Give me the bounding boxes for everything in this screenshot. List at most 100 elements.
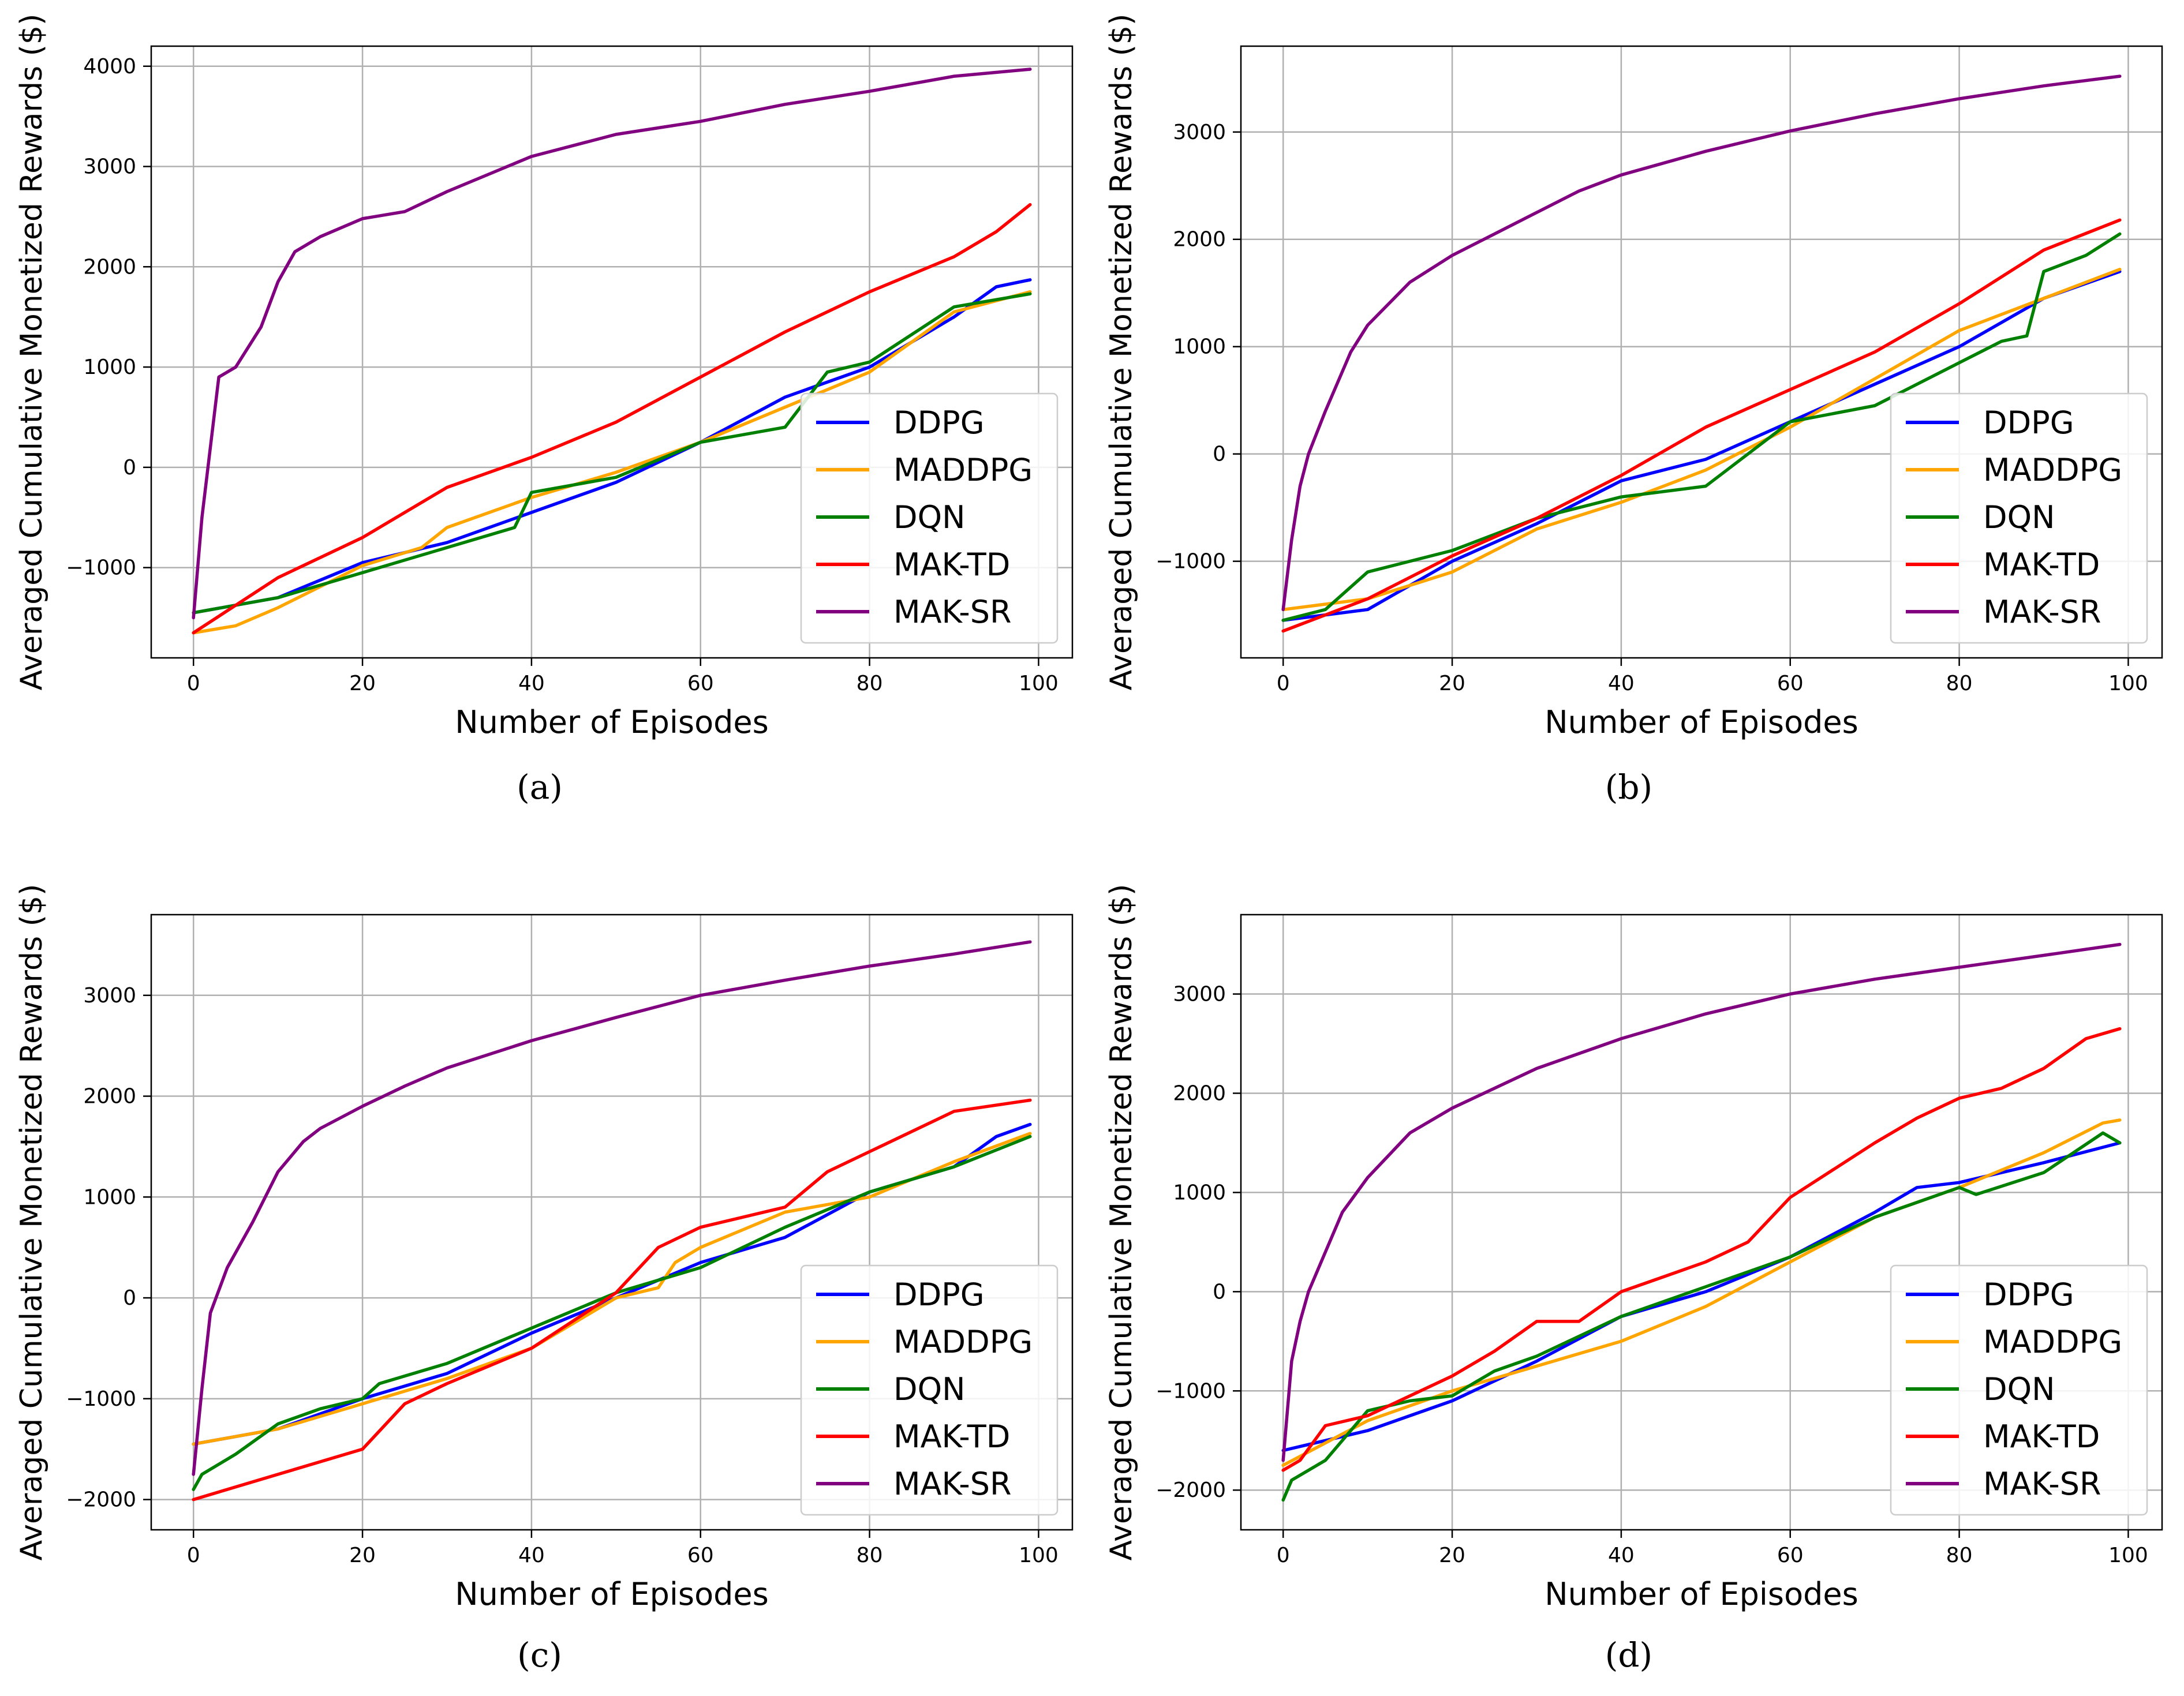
y-tick-label: 1000 <box>1173 1181 1226 1204</box>
legend-label-mak-sr: MAK-SR <box>893 1466 1012 1502</box>
series-line-maddpg <box>192 1132 1032 1446</box>
x-tick-label: 20 <box>349 1544 376 1567</box>
series-line-dqn <box>192 1135 1032 1491</box>
x-tick-label: 100 <box>2108 672 2148 695</box>
series-line-maddpg <box>192 290 1032 635</box>
series-line-ddpg <box>192 278 1032 615</box>
y-axis-label: Averaged Cumulative Monetized Rewards ($… <box>14 14 49 691</box>
x-axis-label: Number of Episodes <box>455 1576 769 1612</box>
legend-label-mak-td: MAK-TD <box>1983 546 2100 583</box>
chart-panel-b: 0 20 40 60 80 100 −1000 0 1000 2000 3000 Number of … <box>1104 14 2163 807</box>
legend-box <box>1890 1264 2148 1516</box>
series-line-mak-td <box>192 203 1032 635</box>
y-tick-label: 0 <box>1213 1280 1226 1304</box>
legend-label-dqn: DQN <box>1983 1371 2055 1407</box>
x-axis-label: Number of Episodes <box>1544 704 1858 740</box>
legend-box <box>800 1264 1059 1516</box>
x-tick-label: 0 <box>1277 672 1290 695</box>
panel-caption-d: (d) <box>1605 1635 1652 1675</box>
y-axis-label: Averaged Cumulative Monetized Rewards ($… <box>1104 14 1139 691</box>
series-line-mak-sr <box>192 68 1032 620</box>
panel-caption-b: (b) <box>1605 767 1652 807</box>
y-tick-label: −2000 <box>66 1488 136 1512</box>
y-tick-label: −1000 <box>66 556 136 580</box>
legend-label-mak-td: MAK-TD <box>893 546 1010 583</box>
legend-label-maddpg: MADDPG <box>1983 1324 2122 1360</box>
x-tick-label: 60 <box>1777 672 1804 695</box>
y-axis-label: Averaged Cumulative Monetized Rewards ($… <box>1104 884 1139 1561</box>
x-tick-label: 60 <box>1777 1544 1804 1567</box>
x-tick-label: 20 <box>1439 672 1465 695</box>
y-tick-label: 2000 <box>1173 228 1226 252</box>
y-tick-label: 2000 <box>1173 1081 1226 1105</box>
series-line-dqn <box>1281 232 2122 622</box>
x-tick-label: 80 <box>1946 672 1973 695</box>
legend-label-ddpg: DDPG <box>893 1276 985 1313</box>
legend-label-ddpg: DDPG <box>1983 1276 2074 1313</box>
x-tick-label: 40 <box>518 1544 545 1567</box>
y-tick-label: 3000 <box>83 155 136 179</box>
x-tick-label: 0 <box>1277 1544 1290 1567</box>
x-tick-label: 100 <box>1019 672 1059 695</box>
y-tick-label: 3000 <box>1173 983 1226 1006</box>
y-axis-label: Averaged Cumulative Monetized Rewards ($… <box>14 884 49 1561</box>
series-line-mak-td <box>1281 218 2122 633</box>
x-tick-label: 0 <box>187 1544 200 1567</box>
series-line-ddpg <box>1281 269 2122 622</box>
series-line-mak-td <box>192 1098 1032 1502</box>
y-tick-label: 0 <box>1213 443 1226 466</box>
x-tick-label: 80 <box>857 1544 883 1567</box>
series-line-mak-sr <box>1281 74 2122 612</box>
y-tick-label: 0 <box>123 1286 136 1310</box>
series-line-mak-sr <box>1281 942 2122 1462</box>
legend-label-mak-sr: MAK-SR <box>1983 1466 2101 1502</box>
y-tick-label: 3000 <box>83 984 136 1008</box>
legend-label-mak-sr: MAK-SR <box>893 594 1012 630</box>
y-tick-label: 2000 <box>83 1085 136 1109</box>
x-tick-label: 20 <box>349 672 376 695</box>
legend-label-mak-sr: MAK-SR <box>1983 594 2101 630</box>
x-tick-label: 20 <box>1439 1544 1465 1567</box>
axes-frame <box>1240 45 2163 659</box>
series-line-maddpg <box>1281 1118 2122 1467</box>
y-tick-label: 1000 <box>1173 335 1226 359</box>
x-tick-label: 40 <box>1608 1544 1635 1567</box>
y-tick-label: 4000 <box>83 55 136 78</box>
legend-box <box>1890 392 2148 644</box>
legend-label-ddpg: DDPG <box>893 405 985 441</box>
y-tick-label: 1000 <box>83 1185 136 1209</box>
x-tick-label: 100 <box>1019 1544 1059 1567</box>
chart-panel-c: 0 20 40 60 80 100 −2000 −1000 0 1000 2000 3000 Numbe… <box>14 884 1074 1675</box>
legend-label-dqn: DQN <box>893 1371 965 1407</box>
x-tick-label: 40 <box>1608 672 1635 695</box>
axes-frame <box>150 45 1074 659</box>
panel-caption-a: (a) <box>517 767 563 807</box>
y-tick-label: 0 <box>123 456 136 480</box>
y-tick-label: −2000 <box>1155 1478 1226 1502</box>
x-tick-label: 80 <box>1946 1544 1973 1567</box>
axes-frame <box>150 913 1074 1531</box>
series-line-mak-td <box>1281 1027 2122 1472</box>
legend-label-mak-td: MAK-TD <box>893 1418 1010 1455</box>
series-line-dqn <box>192 292 1032 615</box>
legend-box <box>800 392 1059 644</box>
y-tick-label: −1000 <box>1155 550 1226 574</box>
y-tick-label: 1000 <box>83 355 136 379</box>
axes-frame <box>1240 913 2163 1531</box>
legend-label-mak-td: MAK-TD <box>1983 1418 2100 1455</box>
x-tick-label: 60 <box>687 672 714 695</box>
x-tick-label: 0 <box>187 672 200 695</box>
series-line-ddpg <box>1281 1141 2122 1452</box>
legend-label-maddpg: MADDPG <box>893 452 1033 488</box>
legend: DDPG MADDPG DQN MAK-TD MAK-SR <box>800 392 1059 644</box>
legend: DDPG MADDPG DQN MAK-TD MAK-SR <box>800 1264 1059 1516</box>
x-tick-label: 80 <box>857 672 883 695</box>
y-tick-label: 2000 <box>83 255 136 279</box>
chart-panel-d: 0 20 40 60 80 100 −2000 −1000 0 1000 2000 3000 Numbe… <box>1104 884 2163 1675</box>
series-line-mak-sr <box>192 940 1032 1476</box>
series-line-maddpg <box>1281 268 2122 612</box>
series-line-dqn <box>1281 1131 2122 1502</box>
legend-label-dqn: DQN <box>893 499 965 536</box>
legend-label-maddpg: MADDPG <box>1983 452 2122 488</box>
